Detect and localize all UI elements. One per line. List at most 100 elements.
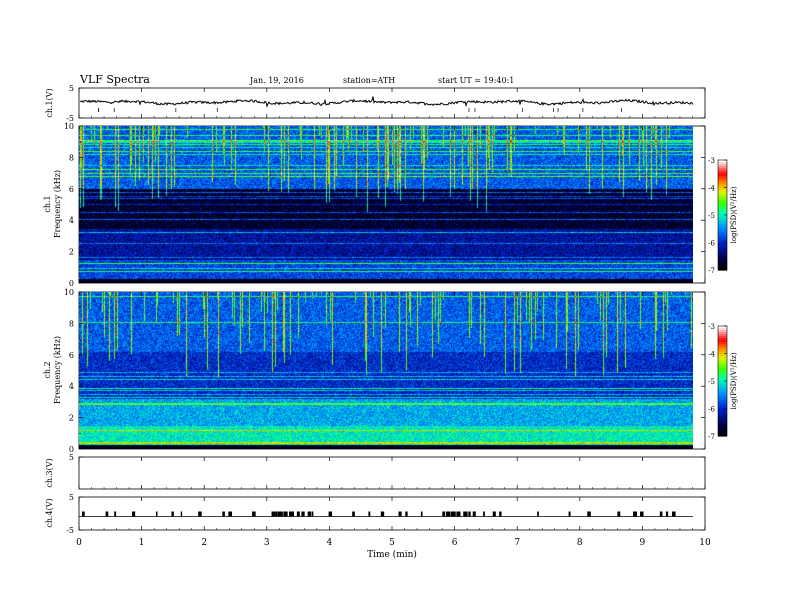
colorbar-cell	[718, 268, 727, 271]
x-tick-label: 5	[389, 538, 395, 548]
colorbar-cell	[718, 194, 727, 197]
colorbar-cell	[718, 356, 727, 359]
colorbar-cell	[718, 418, 727, 421]
y-tick-label: 8	[69, 153, 74, 162]
colorbar-cell	[718, 380, 727, 383]
colorbar-cell	[718, 416, 727, 419]
colorbar-cell	[718, 344, 727, 347]
ch4-pulse	[640, 511, 644, 517]
y-tick-label: 6	[69, 351, 74, 360]
y-tick-label: 4	[69, 216, 74, 225]
colorbar-tick-label: -5	[708, 378, 715, 386]
colorbar-cell	[718, 218, 727, 221]
colorbar-cell	[718, 198, 727, 201]
ch4-pulse	[275, 511, 278, 517]
colorbar-cell	[718, 238, 727, 241]
ch1-voltage-trace	[80, 96, 694, 108]
colorbar-cell	[718, 396, 727, 399]
colorbar-cell	[718, 414, 727, 417]
y-tick-label: -5	[66, 114, 74, 123]
ch4-pulse	[352, 511, 355, 517]
colorbar-cell	[718, 168, 727, 171]
y-tick-label: 8	[69, 319, 74, 328]
colorbar-cell	[718, 328, 727, 331]
colorbar-tick-label: -3	[708, 157, 715, 165]
colorbar-cell	[718, 244, 727, 247]
colorbar-cell	[718, 230, 727, 233]
colorbar-cell	[718, 372, 727, 375]
ch4-pulse	[252, 511, 256, 517]
colorbar-cell	[718, 210, 727, 213]
colorbar-cell	[718, 338, 727, 341]
ch4-pulse	[499, 511, 502, 517]
colorbar-cell	[718, 260, 727, 263]
ch4-pulse	[442, 511, 446, 517]
colorbar-cell	[718, 248, 727, 251]
ch4-pulse	[492, 511, 496, 517]
colorbars: -3 -4 -5 -6 -7 log(PSD)(V²/Hz) -3 -4 -5 -6 -7 log(P…	[708, 157, 738, 441]
colorbar-cell	[718, 360, 727, 363]
colorbar-cell	[718, 350, 727, 353]
ch4-pulse	[633, 511, 638, 517]
colorbar-cell	[718, 388, 727, 391]
y-tick-label: 5	[69, 84, 74, 93]
start-time-label: start UT = 19:40:1	[438, 76, 514, 85]
colorbar-cell	[718, 386, 727, 389]
colorbar-tick-label: -6	[708, 406, 715, 414]
colorbar-cell	[718, 262, 727, 265]
colorbar-label: log(PSD)(V²/Hz)	[730, 352, 738, 409]
colorbar-cell	[718, 224, 727, 227]
colorbar-cell	[718, 232, 727, 235]
colorbar-cell	[718, 176, 727, 179]
colorbar-cell	[718, 192, 727, 195]
ch4-pulse	[198, 511, 202, 517]
panel-frame-4	[78, 456, 706, 490]
x-tick-label: 1	[139, 538, 145, 548]
colorbar-cell	[718, 364, 727, 367]
colorbar-cell	[718, 162, 727, 165]
ch4-pulse	[283, 511, 288, 517]
ch4-pulse	[289, 511, 295, 517]
ch1-voltage-ylabel: ch.1(V)	[45, 88, 54, 117]
y-tick-label: 5	[69, 493, 74, 502]
colorbar-cell	[718, 426, 727, 429]
colorbar-cell	[718, 368, 727, 371]
ch4-pulse	[456, 511, 461, 517]
colorbar-cell	[718, 362, 727, 365]
chart-title: VLF Spectra	[79, 73, 150, 86]
colorbar-cell	[718, 200, 727, 203]
colorbar-cell	[718, 174, 727, 177]
colorbar-cell	[718, 332, 727, 335]
colorbar-cell	[718, 398, 727, 401]
x-tick-label: 2	[201, 538, 207, 548]
ch4-pulse	[405, 511, 408, 517]
colorbar-cell	[718, 400, 727, 403]
ch4-pulse	[420, 511, 423, 517]
colorbar-cell	[718, 228, 727, 231]
x-tick-label: 10	[699, 538, 711, 548]
colorbar-cell	[718, 250, 727, 253]
ch4-pulse	[472, 511, 476, 517]
x-tick-label: 9	[640, 538, 646, 548]
ch4-pulse	[537, 511, 539, 517]
x-tick-label: 6	[452, 538, 458, 548]
colorbar-cell	[718, 428, 727, 431]
ch4-pulse	[82, 511, 85, 517]
ch3-voltage-ylabel: ch.3(V)	[45, 458, 54, 487]
colorbar-tick-label: -4	[708, 185, 715, 193]
ch2-spectrogram	[79, 292, 693, 449]
ch4-pulse	[483, 511, 485, 517]
ch4-pulse	[114, 511, 117, 517]
ch4-pulse	[463, 511, 468, 517]
station-label: station=ATH	[343, 76, 395, 85]
y-tick-label: 10	[64, 122, 74, 131]
ch4-pulse	[301, 511, 305, 517]
ch4-pulse	[228, 511, 233, 517]
colorbar-cell	[718, 346, 727, 349]
colorbar-cell	[718, 404, 727, 407]
ch4-pulse	[659, 511, 663, 517]
x-axis-label: Time (min)	[367, 549, 417, 560]
colorbar-cell	[718, 246, 727, 249]
colorbar-cell	[718, 412, 727, 415]
colorbar-cell	[718, 214, 727, 217]
